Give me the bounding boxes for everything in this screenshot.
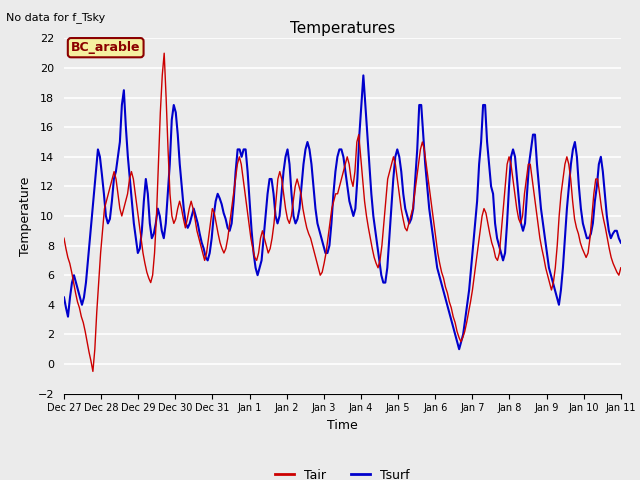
Text: No data for f_Tsky: No data for f_Tsky <box>6 12 106 23</box>
X-axis label: Time: Time <box>327 419 358 432</box>
Text: BC_arable: BC_arable <box>71 41 140 54</box>
Title: Temperatures: Temperatures <box>290 21 395 36</box>
Y-axis label: Temperature: Temperature <box>19 176 32 256</box>
Legend: Tair, Tsurf: Tair, Tsurf <box>270 464 415 480</box>
